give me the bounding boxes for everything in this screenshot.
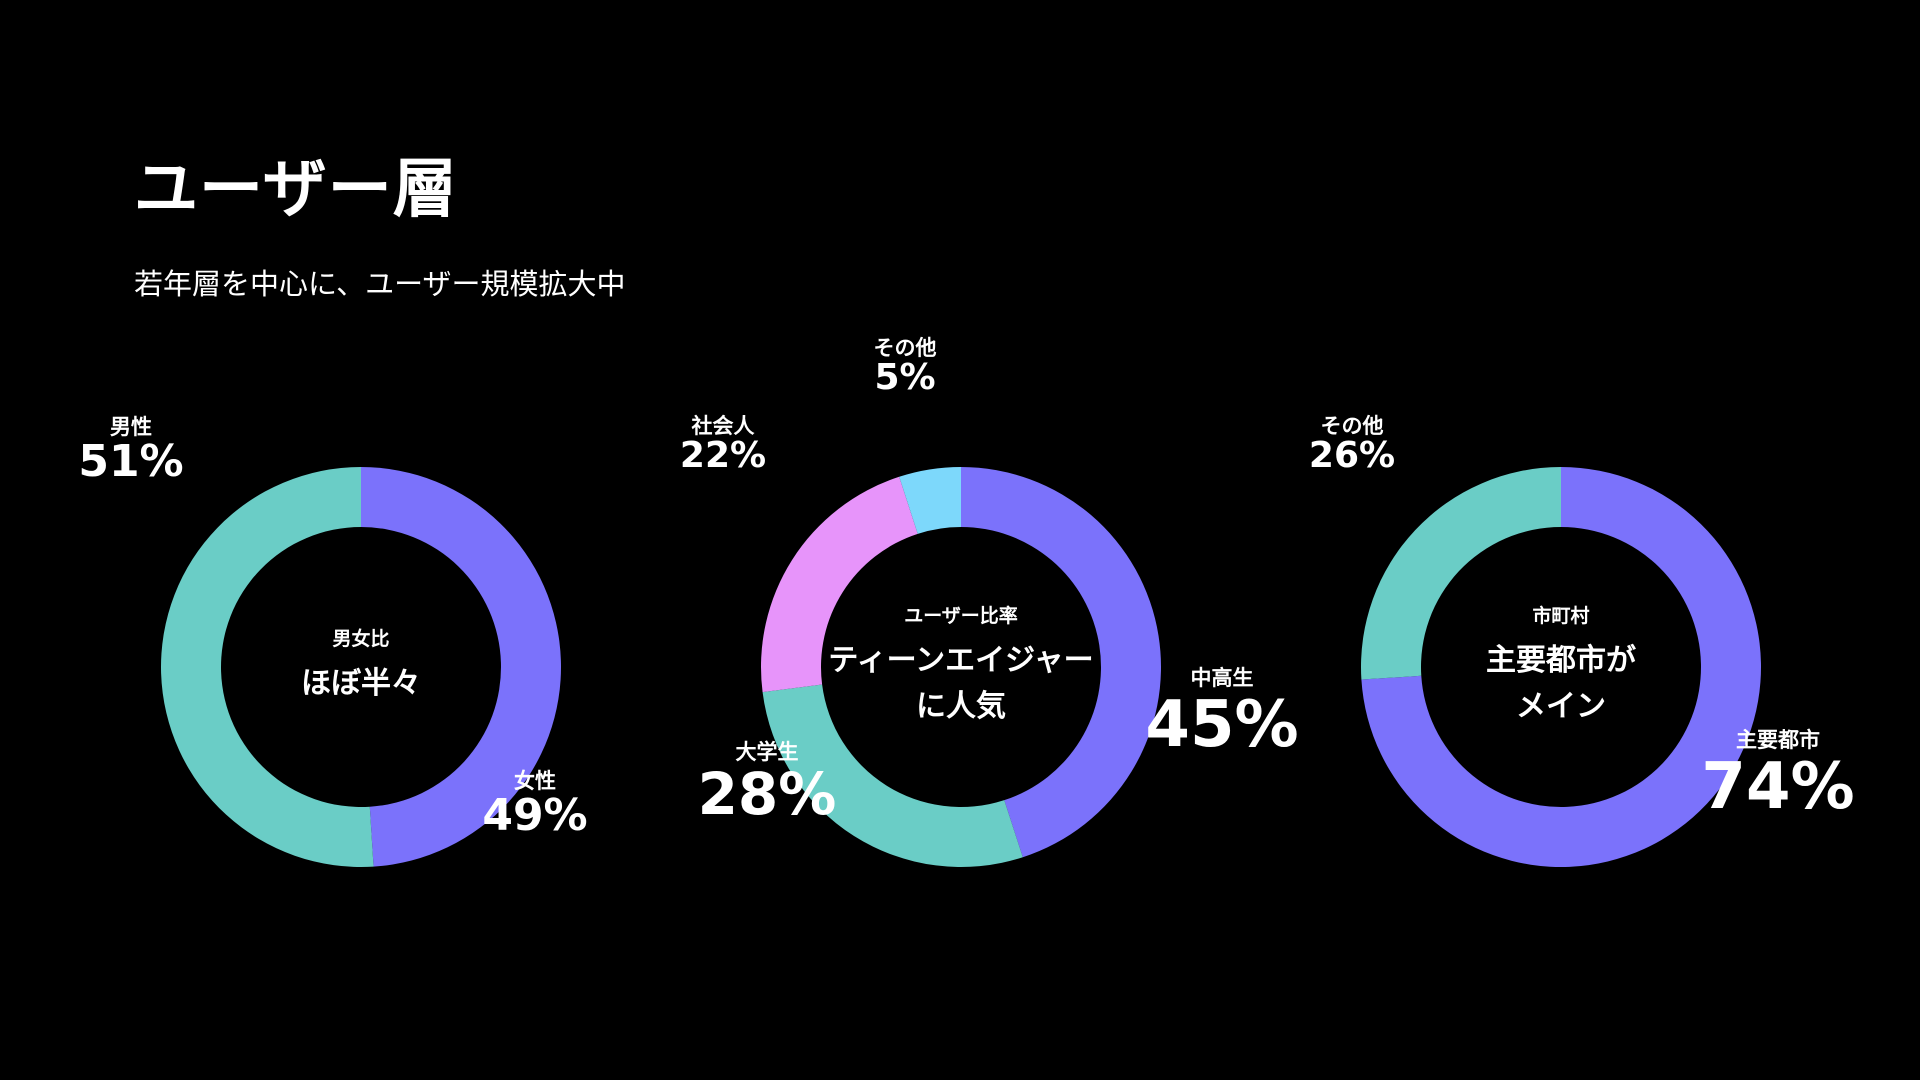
donut-slice-2-1 xyxy=(961,467,1161,858)
slice-value-2-1: 45% xyxy=(1145,688,1298,762)
donut-slice-3-2 xyxy=(1361,467,1561,680)
donut-slice-2-2 xyxy=(762,684,1023,867)
slice-label-1-1: 女性 xyxy=(514,769,556,793)
slice-value-1-2: 51% xyxy=(78,436,183,487)
center-caption-2: ユーザー比率 xyxy=(904,604,1018,627)
donut-slice-2-4 xyxy=(899,467,961,534)
slice-value-3-1: 74% xyxy=(1701,750,1854,824)
slice-value-2-4: 5% xyxy=(874,357,935,398)
slice-value-3-2: 26% xyxy=(1309,435,1395,476)
slice-value-1-1: 49% xyxy=(482,790,587,841)
donut-slice-3-1 xyxy=(1361,467,1761,867)
slice-label-3-2: その他 xyxy=(1321,414,1384,438)
slice-label-1-2: 男性 xyxy=(110,415,152,439)
slice-value-2-2: 28% xyxy=(698,760,837,828)
page-subtitle: 若年層を中心に、ユーザー規模拡大中 xyxy=(134,267,626,301)
donut-slice-1-1 xyxy=(361,467,561,867)
slice-label-2-1: 中高生 xyxy=(1191,666,1254,690)
center-headline-2-1: ティーンエイジャー xyxy=(828,643,1093,678)
center-headline-2-2: に人気 xyxy=(916,689,1006,724)
center-headline-1-1: ほぼ半々 xyxy=(301,666,421,701)
center-caption-3: 市町村 xyxy=(1532,604,1589,627)
donut-slice-2-3 xyxy=(761,476,918,693)
center-caption-1: 男女比 xyxy=(332,627,389,650)
slice-label-3-1: 主要都市 xyxy=(1736,728,1820,752)
center-headline-3-1: 主要都市が xyxy=(1486,643,1636,678)
donut-slice-1-2 xyxy=(160,467,374,868)
center-headline-3-2: メイン xyxy=(1516,689,1606,724)
slice-label-2-3: 社会人 xyxy=(691,414,755,438)
slice-value-2-3: 22% xyxy=(680,435,766,476)
slice-label-2-2: 大学生 xyxy=(736,740,799,764)
page-title: ユーザー層 xyxy=(134,153,458,227)
slice-label-2-4: その他 xyxy=(874,336,937,360)
